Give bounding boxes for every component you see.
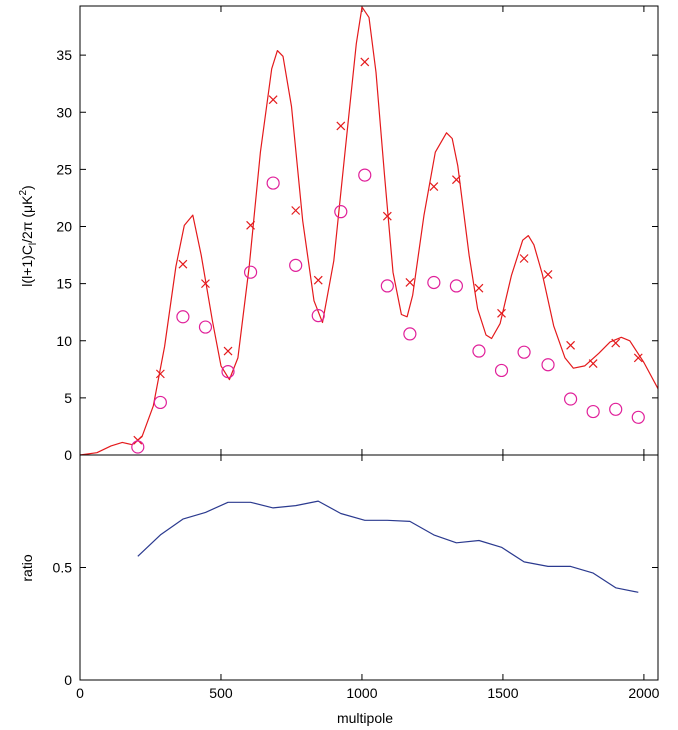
spectrum-panel: 0 5 10 15 20 25 30 35 [56, 5, 659, 463]
x-marker-point [291, 206, 301, 215]
circle-marker-point [198, 320, 213, 334]
x-marker-point [382, 211, 392, 221]
circle-marker-point [266, 176, 280, 190]
circle-marker-point [517, 345, 531, 359]
y-tick-label: 20 [56, 219, 72, 235]
circle-marker-point [541, 358, 555, 372]
x-marker-point [451, 175, 461, 185]
circle-marker-point [609, 402, 623, 416]
y-tick-label: 10 [56, 333, 72, 349]
x-marker-point [543, 270, 553, 279]
plot-frame [79, 5, 659, 456]
circle-marker-point [221, 364, 235, 379]
x-marker-point [155, 369, 165, 379]
ratio-line [137, 500, 639, 593]
circle-marker-point [334, 205, 348, 219]
circle-marker-point [358, 168, 372, 182]
y-tick-label: 0.5 [53, 560, 73, 576]
y-tick-label: 15 [56, 276, 72, 292]
x-marker-point [633, 353, 643, 363]
x-axis-label: multipole [337, 710, 393, 726]
x-marker-point [429, 182, 439, 191]
x-marker-point [360, 57, 370, 67]
circle-marker-point [289, 258, 303, 272]
circle-marker-point [494, 363, 509, 378]
x-marker-point [178, 259, 188, 269]
circle-marker-point [403, 327, 417, 341]
circle-marker-point [243, 265, 258, 279]
x-marker-point [246, 220, 256, 230]
circle-marker-point [176, 310, 190, 324]
x-tick-label: 2000 [628, 685, 659, 701]
x-marker-point [201, 279, 210, 289]
ratio-y-axis-label: ratio [19, 554, 35, 581]
circle-marker-point [449, 279, 464, 293]
model-curve [79, 6, 659, 456]
x-marker-point [519, 254, 529, 263]
x-marker-point [497, 308, 506, 318]
x-marker-point [223, 346, 233, 356]
x-tick-label: 1500 [487, 685, 518, 701]
y-tick-label: 5 [64, 390, 72, 406]
y-tick-label: 0 [64, 447, 72, 463]
x-marker-point [566, 340, 576, 350]
circle-marker-point [153, 395, 167, 410]
y-tick-label: 0 [64, 672, 72, 688]
circle-marker-point [472, 344, 486, 358]
circle-marker-point [311, 309, 325, 323]
circle-marker-point [631, 410, 645, 424]
circle-marker-point [586, 404, 600, 419]
x-marker-point [588, 359, 598, 369]
circle-marker-point [427, 275, 441, 290]
x-marker-point [405, 278, 415, 287]
x-marker-point [268, 95, 278, 105]
y-tick-label: 30 [56, 104, 72, 120]
x-marker-point [133, 435, 143, 445]
x-tick-label: 500 [209, 685, 233, 701]
circle-marker-point [131, 440, 145, 454]
ratio-panel: 0 500 1000 1500 2000 0 0.5 [53, 454, 660, 701]
circle-marker-point [380, 279, 394, 293]
x-tick-label: 1000 [346, 685, 377, 701]
x-marker-point [336, 121, 346, 131]
x-marker-point [474, 283, 484, 293]
spectrum-y-axis-label: l(l+1)Cl/2π (μK2) [18, 185, 39, 286]
x-marker-point [313, 275, 323, 285]
x-tick-label: 0 [76, 685, 84, 701]
x-marker-point [611, 338, 621, 348]
circle-marker-point [563, 392, 578, 406]
y-tick-label: 35 [56, 47, 72, 63]
plot-frame [79, 454, 659, 681]
y-tick-label: 25 [56, 161, 72, 177]
